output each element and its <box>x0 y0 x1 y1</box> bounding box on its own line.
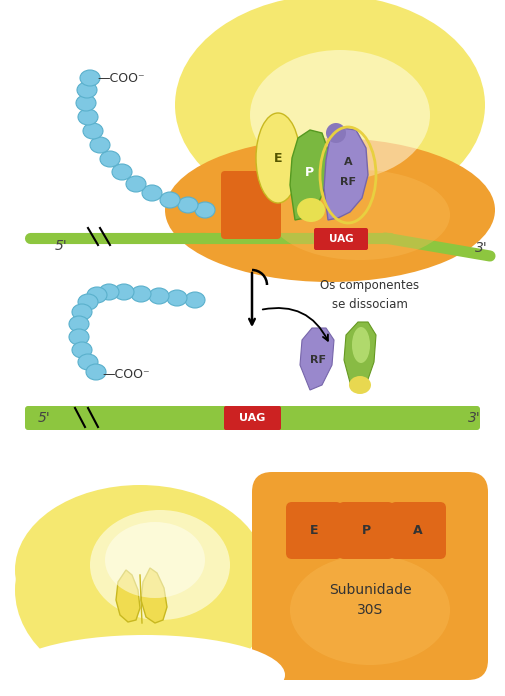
Text: Os componentes
se dissociam: Os componentes se dissociam <box>321 280 420 310</box>
Ellipse shape <box>149 288 169 304</box>
Ellipse shape <box>256 113 300 203</box>
Ellipse shape <box>112 164 132 180</box>
FancyBboxPatch shape <box>25 406 480 430</box>
Ellipse shape <box>352 327 370 363</box>
FancyBboxPatch shape <box>286 502 342 559</box>
Ellipse shape <box>165 138 495 282</box>
Ellipse shape <box>83 123 103 139</box>
Text: E: E <box>274 152 282 164</box>
Text: UAG: UAG <box>329 234 353 244</box>
Text: E: E <box>310 524 318 537</box>
Ellipse shape <box>326 123 346 143</box>
Ellipse shape <box>178 197 198 213</box>
Text: Subunidade
30S: Subunidade 30S <box>329 583 411 617</box>
Polygon shape <box>344 322 376 390</box>
Text: —COO⁻: —COO⁻ <box>97 72 144 84</box>
Text: —COO⁻: —COO⁻ <box>102 367 149 381</box>
Ellipse shape <box>126 176 146 192</box>
Ellipse shape <box>78 109 98 125</box>
Ellipse shape <box>15 490 275 690</box>
Ellipse shape <box>72 304 92 320</box>
Ellipse shape <box>131 286 151 302</box>
Ellipse shape <box>195 202 215 218</box>
Ellipse shape <box>175 0 485 215</box>
FancyBboxPatch shape <box>224 406 281 430</box>
FancyBboxPatch shape <box>390 502 446 559</box>
Ellipse shape <box>185 292 205 308</box>
Text: 5': 5' <box>38 411 50 425</box>
Ellipse shape <box>80 70 100 86</box>
Text: P: P <box>305 166 314 178</box>
Text: 3': 3' <box>468 411 481 425</box>
Ellipse shape <box>77 82 97 98</box>
Ellipse shape <box>297 198 325 222</box>
Ellipse shape <box>5 635 285 696</box>
Ellipse shape <box>69 316 89 332</box>
Text: UAG: UAG <box>239 413 265 423</box>
Text: 3': 3' <box>475 241 488 255</box>
Text: RF: RF <box>310 355 326 365</box>
Ellipse shape <box>290 555 450 665</box>
Ellipse shape <box>160 192 180 208</box>
Ellipse shape <box>69 329 89 345</box>
FancyBboxPatch shape <box>338 502 394 559</box>
Polygon shape <box>141 568 167 623</box>
FancyBboxPatch shape <box>221 171 281 239</box>
Text: A: A <box>413 524 423 537</box>
Ellipse shape <box>105 522 205 598</box>
Ellipse shape <box>99 284 119 300</box>
Ellipse shape <box>15 485 265 655</box>
Text: 5': 5' <box>55 239 68 253</box>
Ellipse shape <box>78 354 98 370</box>
Ellipse shape <box>250 50 430 180</box>
Ellipse shape <box>349 376 371 394</box>
Polygon shape <box>300 328 334 390</box>
Ellipse shape <box>114 284 134 300</box>
Text: RF: RF <box>340 177 356 187</box>
Polygon shape <box>290 130 328 220</box>
Ellipse shape <box>78 294 98 310</box>
FancyBboxPatch shape <box>314 228 368 250</box>
Ellipse shape <box>87 287 107 303</box>
Text: A: A <box>344 157 352 167</box>
Ellipse shape <box>72 342 92 358</box>
Text: P: P <box>362 524 371 537</box>
Ellipse shape <box>100 151 120 167</box>
Polygon shape <box>324 128 368 220</box>
Ellipse shape <box>90 137 110 153</box>
Polygon shape <box>116 570 140 622</box>
Ellipse shape <box>270 170 450 260</box>
Ellipse shape <box>86 364 106 380</box>
FancyBboxPatch shape <box>252 472 488 680</box>
Ellipse shape <box>90 510 230 620</box>
Ellipse shape <box>142 185 162 201</box>
Ellipse shape <box>167 290 187 306</box>
Ellipse shape <box>76 95 96 111</box>
